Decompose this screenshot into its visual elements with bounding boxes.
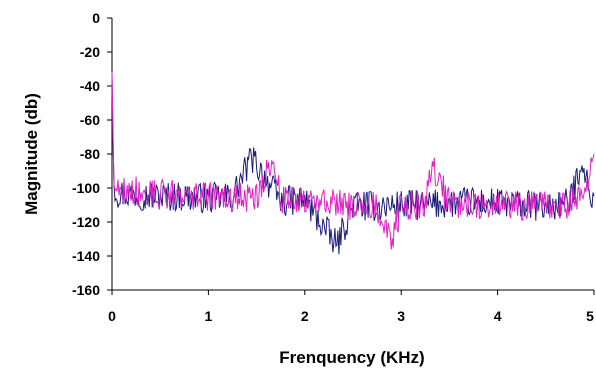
- x-tick-group: 0 1 2 3 4 5: [108, 290, 595, 324]
- y-tick-label: -100: [72, 180, 100, 196]
- series-line-2: [111, 72, 595, 250]
- y-tick-label: -20: [80, 44, 100, 60]
- y-tick-label: -60: [80, 112, 100, 128]
- series-line-1: [111, 74, 595, 255]
- y-tick-label: -120: [72, 214, 100, 230]
- y-tick-label: -140: [72, 248, 100, 264]
- series-group: [111, 72, 595, 255]
- x-tick-label: 1: [205, 308, 213, 324]
- x-tick-label: 0: [108, 308, 116, 324]
- x-tick-label: 5: [586, 308, 594, 324]
- y-tick-label: -80: [80, 146, 100, 162]
- x-axis-title: Frenquency (KHz): [279, 348, 424, 367]
- axes: [111, 18, 594, 291]
- y-tick-group: 0 -20 -40 -60 -80 -100 -120 -140 -160: [72, 10, 112, 298]
- y-tick-label: -40: [80, 78, 100, 94]
- x-tick-label: 3: [397, 308, 405, 324]
- y-tick-label: 0: [92, 10, 100, 26]
- y-axis-title: Magnitude (db): [22, 93, 41, 215]
- x-tick-label: 2: [301, 308, 309, 324]
- y-tick-label: -160: [72, 282, 100, 298]
- x-tick-label: 4: [494, 308, 502, 324]
